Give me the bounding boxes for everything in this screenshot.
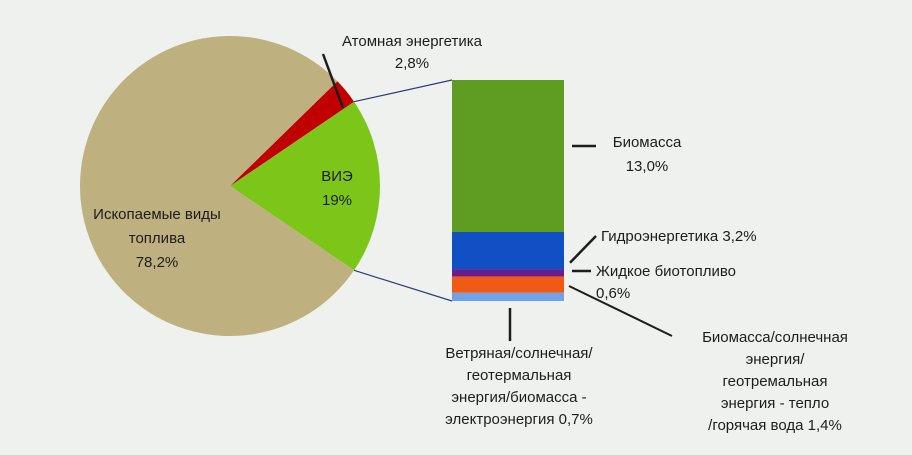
bar-segment-biomass [452,80,564,233]
pie-slice-fossil [79,36,355,337]
bar-segment-hydro [452,232,564,270]
leader-line-nuclear [321,53,345,109]
label-heat: Биомасса/солнечная энергия/геотремальная э… [702,329,848,434]
bar-segment-heat [452,276,564,293]
bar-segment-electricity [452,292,564,301]
label-nuclear: Атомная энергетика 2,8% [342,33,483,72]
connector-line-bottom [353,269,453,302]
connector-line-top [353,79,453,103]
label-biomass: Биомасса 13,0% [613,134,682,175]
label-fossil: Ископаемые виды топлива 78,2% [93,206,221,271]
pie-slice-nuclear [230,81,355,186]
leader-line-heat [568,285,673,337]
label-electricity: Ветряная/солнечная/геотермальная энергия/… [445,345,593,428]
label-renewables: ВИЭ 19% [321,168,353,209]
label-biofuel: Жидкое биотопливо 0,6% [596,263,736,302]
leader-line-hydro [569,235,597,264]
pie-slice-renewables [230,101,380,271]
label-hydro: Гидроэнергетика 3,2% [601,228,757,245]
bar-segment-biofuel [452,269,564,277]
